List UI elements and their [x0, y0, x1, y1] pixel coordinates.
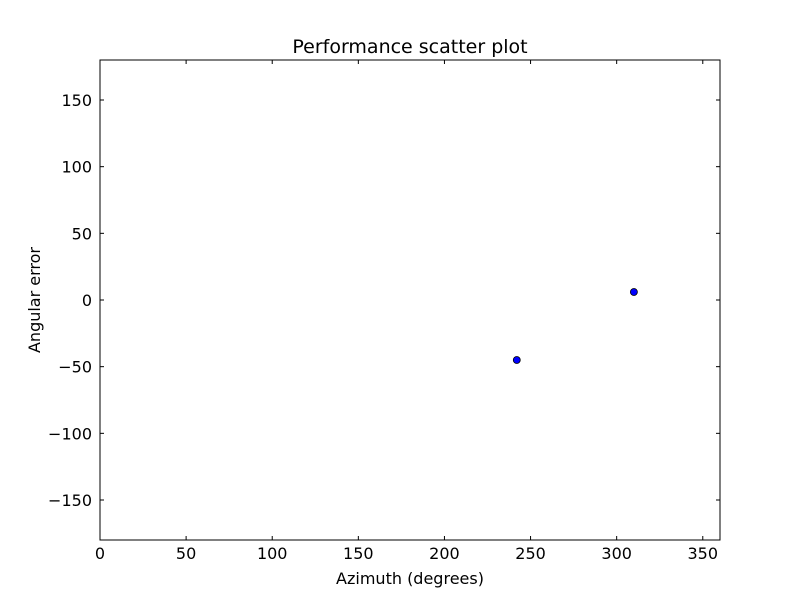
scatter-points [512, 288, 638, 364]
scatter-point [629, 288, 638, 296]
x-tick-label: 50 [176, 544, 196, 563]
x-tick-label: 350 [688, 544, 719, 563]
y-tick-label: −50 [58, 358, 92, 377]
x-tick-label: 300 [601, 544, 632, 563]
y-axis: −150 −100 −50 0 50 100 150 [48, 91, 720, 510]
y-tick-label: −150 [48, 491, 92, 510]
y-tick-label: 0 [82, 291, 92, 310]
x-tick-label: 150 [343, 544, 374, 563]
y-tick-label: 50 [72, 224, 92, 243]
x-tick-label: 0 [95, 544, 105, 563]
x-tick-label: 200 [429, 544, 460, 563]
y-tick-label: 100 [61, 158, 92, 177]
y-tick-label: 150 [61, 91, 92, 110]
x-axis: 0 50 100 150 200 250 300 350 [95, 60, 718, 563]
y-tick-label: −100 [48, 424, 92, 443]
scatter-point [512, 356, 521, 364]
y-axis-label: Angular error [25, 247, 44, 353]
chart-title: Performance scatter plot [292, 36, 527, 58]
x-tick-label: 250 [515, 544, 546, 563]
x-axis-label: Azimuth (degrees) [336, 569, 484, 588]
plot-area-frame [99, 59, 721, 541]
x-tick-label: 100 [257, 544, 288, 563]
